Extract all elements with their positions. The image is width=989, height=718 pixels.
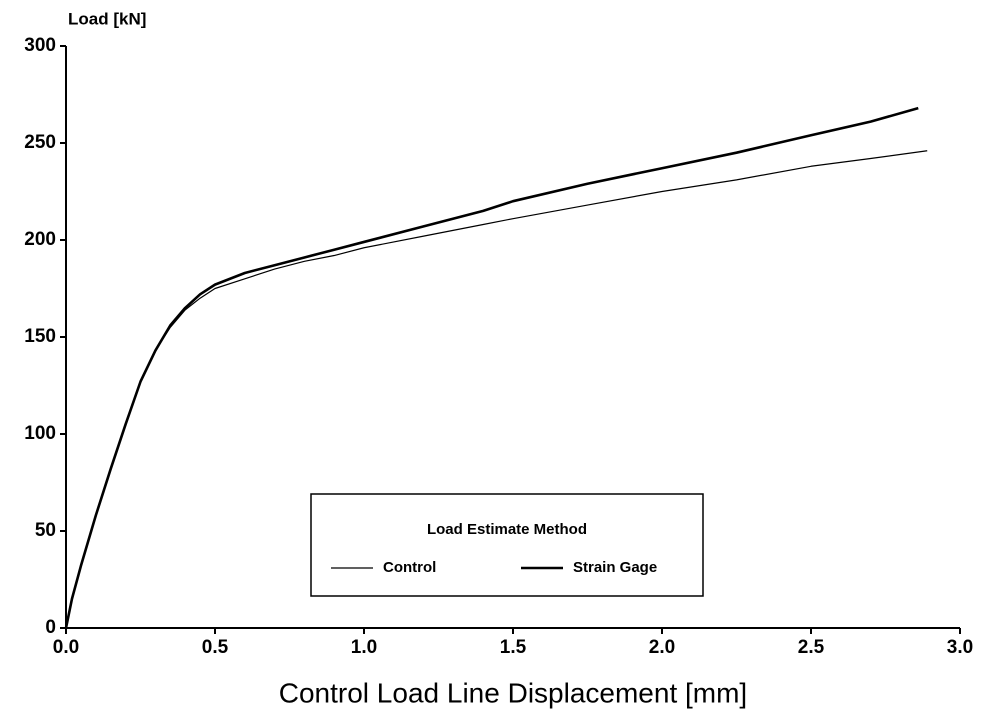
x-tick-label: 3.0 (947, 637, 973, 658)
y-tick-label: 100 (24, 423, 56, 444)
x-tick-label: 1.0 (351, 637, 377, 658)
legend-title: Load Estimate Method (427, 521, 587, 538)
x-tick-label: 1.5 (500, 637, 527, 658)
x-tick-label: 0.0 (53, 637, 79, 658)
legend-label: Control (383, 559, 436, 576)
series-line (64, 106, 919, 629)
x-axis-label: Control Load Line Displacement [mm] (279, 677, 747, 708)
y-tick-label: 0 (45, 617, 56, 638)
x-tick-label: 2.5 (798, 637, 825, 658)
y-tick-label: 250 (24, 132, 56, 153)
y-tick-label: 300 (24, 35, 56, 56)
y-tick-label: 150 (24, 326, 56, 347)
y-axis-label: Load [kN] (68, 9, 146, 28)
y-tick-label: 50 (35, 520, 56, 541)
x-tick-label: 0.5 (202, 637, 229, 658)
legend-label: Strain Gage (573, 559, 657, 576)
y-tick-label: 200 (24, 229, 56, 250)
x-tick-label: 2.0 (649, 637, 675, 658)
legend-box (310, 493, 704, 597)
